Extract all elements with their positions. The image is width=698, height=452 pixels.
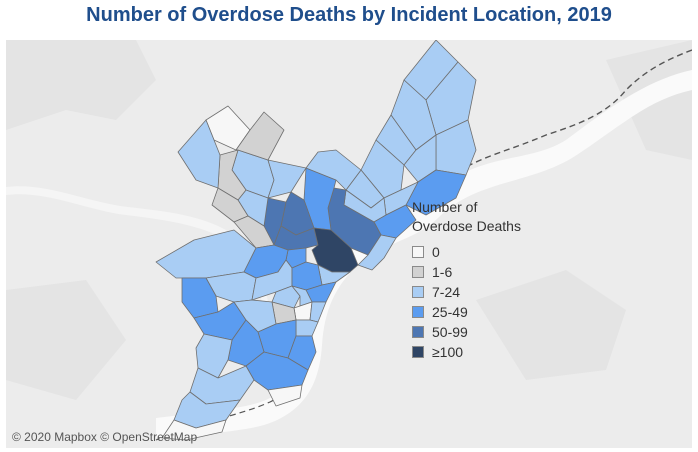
- region-rittenhouse[interactable]: [293, 301, 313, 321]
- region-overbrook[interactable]: [155, 229, 257, 279]
- region-southwest-2[interactable]: [189, 365, 255, 405]
- legend-item[interactable]: 1-6: [412, 262, 521, 282]
- region-south-philadelphia-west[interactable]: [245, 351, 309, 391]
- region-mt-airy[interactable]: [235, 111, 285, 161]
- legend-label: 1-6: [432, 264, 453, 280]
- region-south-philadelphia-east[interactable]: [287, 335, 317, 371]
- region-germantown-2[interactable]: [267, 159, 307, 199]
- railway-line: [395, 49, 692, 221]
- legend-item[interactable]: ≥100: [412, 342, 521, 362]
- legend-items: 0 1-6 7-24 25-49 50-99 ≥100: [412, 242, 521, 362]
- legend-item[interactable]: 7-24: [412, 282, 521, 302]
- region-olney[interactable]: [305, 149, 362, 191]
- delaware-river: [156, 70, 692, 438]
- legend-label: 7-24: [432, 284, 461, 300]
- region-east-falls[interactable]: [233, 215, 275, 249]
- zip-code-regions[interactable]: [155, 40, 477, 441]
- map-title: Number of Overdose Deaths by Incident Lo…: [86, 4, 612, 26]
- legend-title: Number of Overdose Deaths: [412, 199, 521, 234]
- legend-item[interactable]: 50-99: [412, 322, 521, 342]
- region-center-city-north[interactable]: [291, 261, 323, 291]
- map-area[interactable]: [6, 40, 692, 448]
- map-attribution[interactable]: © 2020 Mapbox © OpenStreetMap: [12, 430, 198, 444]
- choropleth-map[interactable]: [6, 40, 692, 448]
- legend-swatch: [412, 286, 424, 298]
- schuylkill-river: [6, 186, 268, 302]
- legend-label: 50-99: [432, 324, 468, 340]
- legend-label: 0: [432, 244, 440, 260]
- legend-swatch: [412, 246, 424, 258]
- legend-item[interactable]: 25-49: [412, 302, 521, 322]
- region-airport[interactable]: [161, 419, 227, 441]
- legend: Number of Overdose Deaths 0 1-6 7-24 25-49 5…: [412, 198, 521, 362]
- legend-swatch: [412, 346, 424, 358]
- legend-item[interactable]: 0: [412, 242, 521, 262]
- region-university-city[interactable]: [271, 285, 301, 309]
- legend-swatch: [412, 306, 424, 318]
- region-navy-yard[interactable]: [267, 384, 303, 407]
- region-roxborough-2[interactable]: [177, 119, 221, 189]
- legend-label: 25-49: [432, 304, 468, 320]
- legend-swatch: [412, 266, 424, 278]
- legend-label: ≥100: [432, 344, 464, 360]
- legend-swatch: [412, 326, 424, 338]
